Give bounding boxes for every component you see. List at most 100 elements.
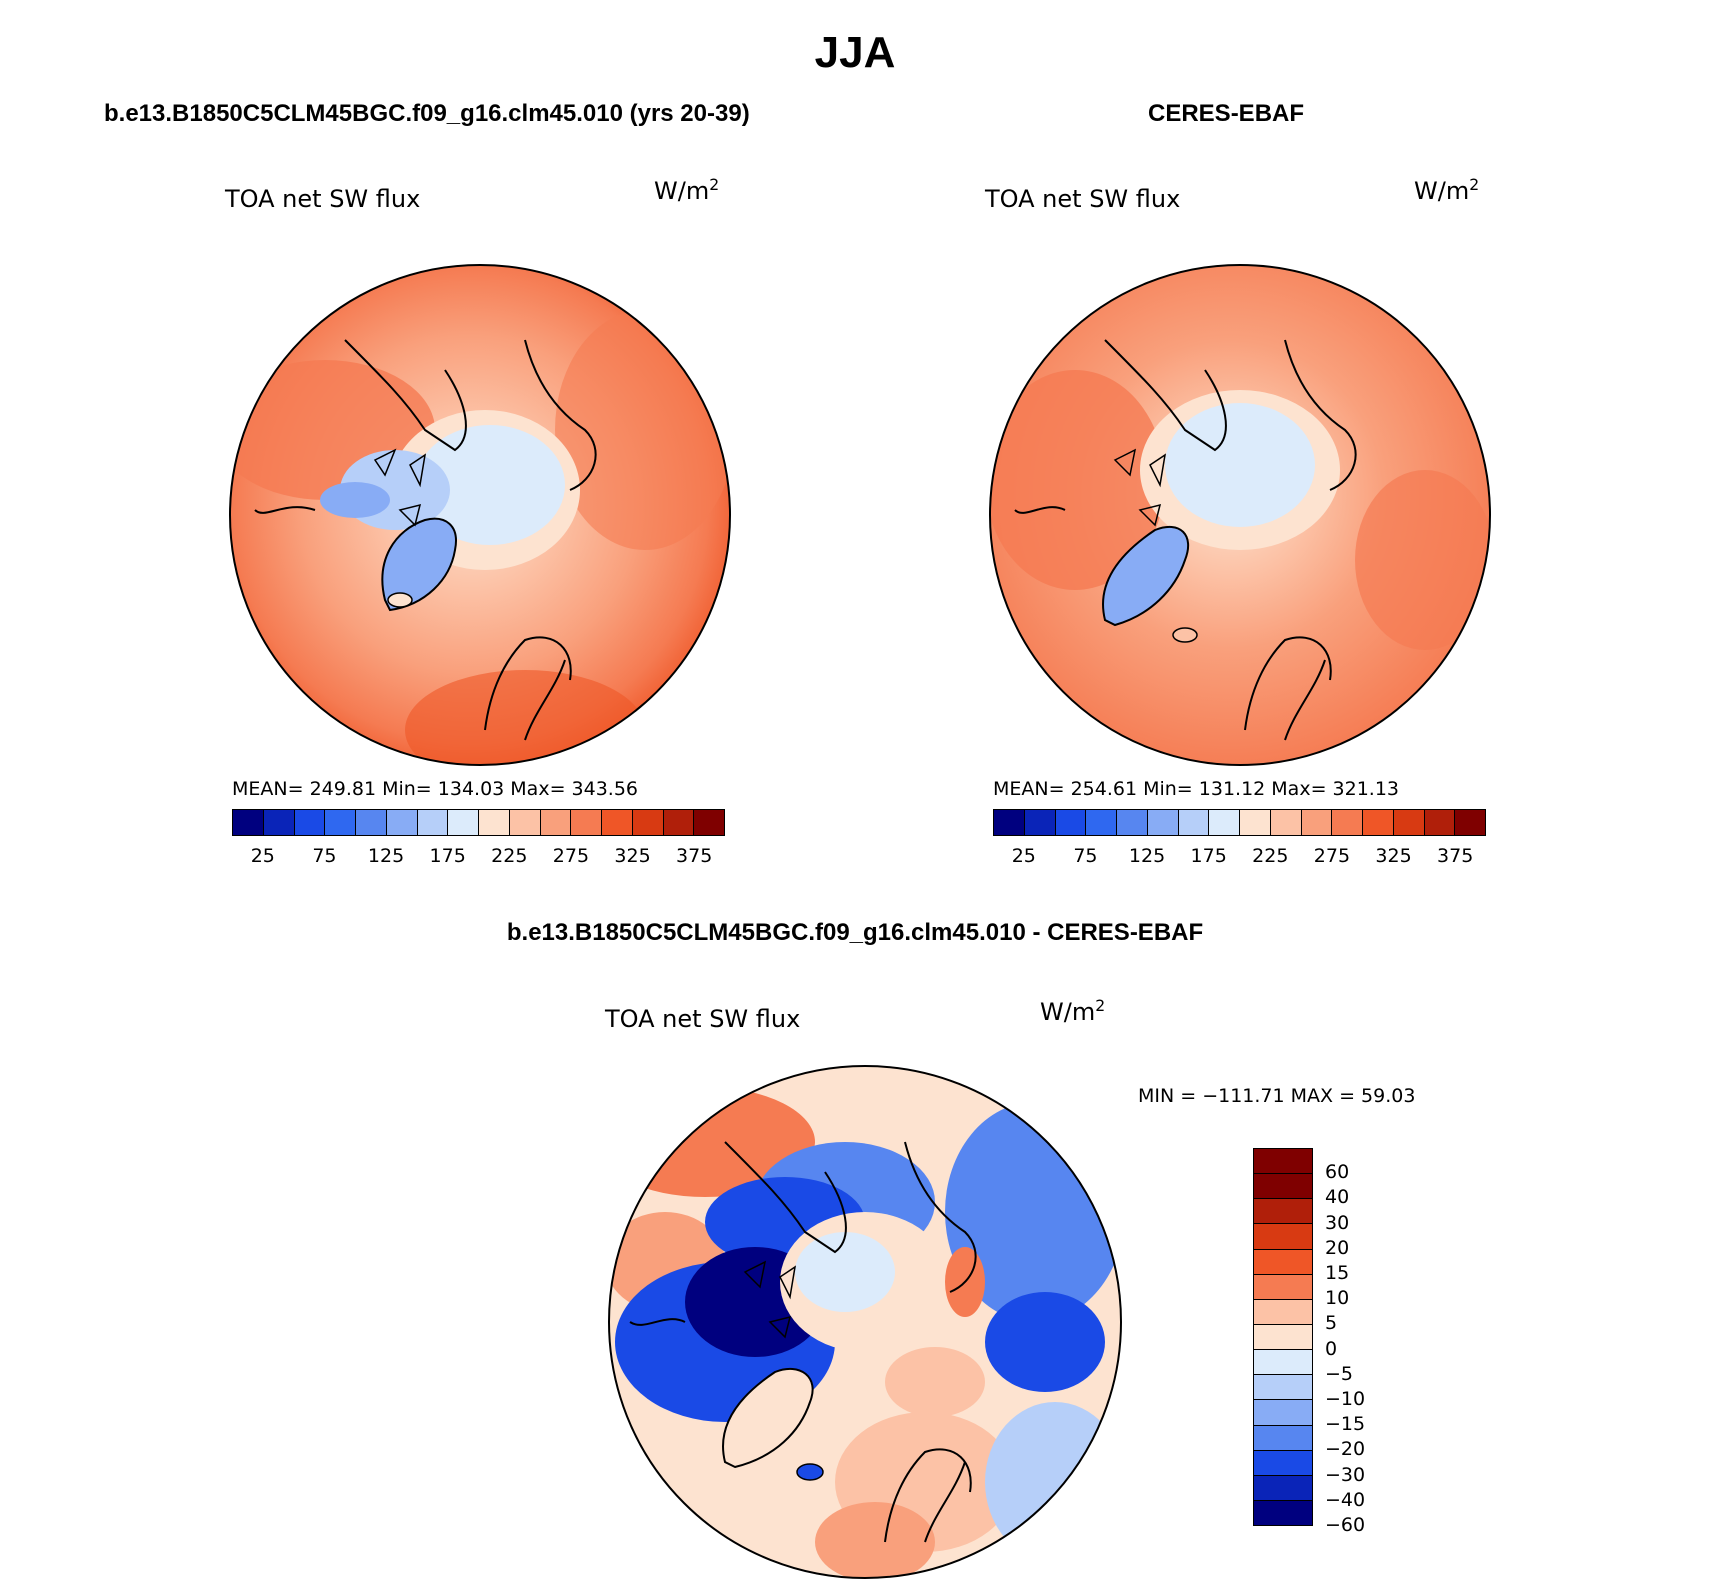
colorbar-tick-label: −5 xyxy=(1325,1362,1354,1385)
obs-units-label: W/m2 xyxy=(1414,176,1480,205)
colorbar-tick-label: 125 xyxy=(1128,845,1166,867)
obs-panel-title: CERES-EBAF xyxy=(1148,100,1305,127)
colorbar-swatch xyxy=(694,810,724,835)
model-units-label: W/m2 xyxy=(654,176,720,205)
model-variable-label: TOA net SW flux xyxy=(225,185,421,213)
colorbar-tick-label: 325 xyxy=(1375,845,1412,867)
colorbar-swatch xyxy=(448,810,479,835)
colorbar-swatch xyxy=(1455,810,1485,835)
colorbar-tick-label: 275 xyxy=(1313,845,1351,867)
model-colorbar xyxy=(232,809,725,836)
colorbar-tick-label: 325 xyxy=(614,845,651,867)
obs-colorbar xyxy=(993,809,1486,836)
colorbar-swatch xyxy=(1332,810,1363,835)
diff-panel-title: b.e13.B1850C5CLM45BGC.f09_g16.clm45.010 … xyxy=(506,919,1204,946)
model-polar-map xyxy=(229,264,731,766)
colorbar-swatch xyxy=(1254,1174,1312,1200)
colorbar-swatch xyxy=(1254,1475,1312,1501)
colorbar-swatch xyxy=(325,810,356,835)
colorbar-swatch xyxy=(1254,1299,1312,1325)
colorbar-tick-label: −60 xyxy=(1325,1514,1366,1536)
colorbar-swatch xyxy=(1178,810,1210,835)
colorbar-swatch xyxy=(1254,1324,1312,1351)
model-stats: MEAN= 249.81 Min= 134.03 Max= 343.56 xyxy=(232,778,639,800)
colorbar-tick-label: 5 xyxy=(1325,1312,1338,1335)
colorbar-swatch xyxy=(1240,810,1271,835)
colorbar-tick-label: 275 xyxy=(552,845,590,867)
colorbar-tick-label: 20 xyxy=(1325,1236,1350,1259)
colorbar-swatch xyxy=(1055,810,1087,835)
obs-polar-map xyxy=(989,264,1491,766)
colorbar-swatch xyxy=(1024,810,1056,835)
colorbar-swatch xyxy=(540,810,572,835)
colorbar-swatch xyxy=(1363,810,1394,835)
colorbar-swatch xyxy=(263,810,295,835)
colorbar-swatch xyxy=(1254,1350,1312,1376)
colorbar-swatch xyxy=(1270,810,1302,835)
colorbar-tick-label: 375 xyxy=(1437,845,1474,867)
colorbar-tick-label: −40 xyxy=(1325,1488,1366,1511)
colorbar-swatch xyxy=(1393,810,1425,835)
colorbar-tick-label: 15 xyxy=(1325,1262,1350,1284)
colorbar-swatch xyxy=(1254,1375,1312,1401)
diff-colorbar-ticks: 60 40 30 20 15 10 5 0 −5 −10 −15 −20 −30 −40 −60 xyxy=(1325,1148,1385,1536)
colorbar-swatch xyxy=(509,810,541,835)
diff-polar-map xyxy=(608,1065,1122,1579)
main-title: JJA xyxy=(814,28,896,77)
diff-variable-label: TOA net SW flux xyxy=(605,1005,801,1033)
colorbar-tick-label: −20 xyxy=(1325,1438,1366,1461)
colorbar-swatch xyxy=(1424,810,1456,835)
colorbar-swatch xyxy=(1254,1149,1312,1175)
model-panel-title: b.e13.B1850C5CLM45BGC.f09_g16.clm45.010 … xyxy=(104,100,750,127)
colorbar-swatch xyxy=(356,810,387,835)
colorbar-tick-label: 10 xyxy=(1325,1287,1350,1310)
colorbar-swatch xyxy=(1209,810,1240,835)
colorbar-swatch xyxy=(1254,1450,1312,1476)
colorbar-tick-label: −30 xyxy=(1325,1463,1366,1486)
colorbar-swatch xyxy=(994,810,1025,835)
colorbar-tick-label: 60 xyxy=(1325,1161,1350,1184)
colorbar-swatch xyxy=(479,810,510,835)
diff-stats: MIN = −111.71 MAX = 59.03 xyxy=(1138,1085,1416,1107)
colorbar-tick-label: −10 xyxy=(1325,1388,1366,1410)
colorbar-tick-label: 175 xyxy=(429,845,466,867)
colorbar-tick-label: 225 xyxy=(491,845,528,867)
colorbar-tick-label: 0 xyxy=(1325,1337,1338,1360)
model-colorbar-ticks: 25 75 125 175 225 275 325 375 xyxy=(232,845,725,869)
colorbar-swatch xyxy=(417,810,449,835)
colorbar-swatch xyxy=(1117,810,1148,835)
colorbar-tick-label: 175 xyxy=(1190,845,1227,867)
colorbar-swatch xyxy=(1254,1425,1312,1451)
colorbar-swatch xyxy=(294,810,326,835)
colorbar-tick-label: 375 xyxy=(676,845,713,867)
colorbar-swatch xyxy=(233,810,264,835)
colorbar-tick-label: 25 xyxy=(250,845,275,867)
colorbar-swatch xyxy=(602,810,633,835)
diff-colorbar xyxy=(1253,1148,1313,1526)
colorbar-swatch xyxy=(1254,1224,1312,1250)
colorbar-swatch xyxy=(1254,1400,1312,1426)
colorbar-swatch xyxy=(1301,810,1333,835)
colorbar-swatch xyxy=(632,810,664,835)
colorbar-tick-label: 75 xyxy=(312,845,337,867)
colorbar-tick-label: 40 xyxy=(1325,1186,1350,1209)
colorbar-swatch xyxy=(1147,810,1179,835)
colorbar-tick-label: 225 xyxy=(1252,845,1289,867)
colorbar-swatch xyxy=(386,810,418,835)
diff-units-label: W/m2 xyxy=(1040,997,1106,1026)
colorbar-swatch xyxy=(1254,1274,1312,1300)
colorbar-tick-label: 30 xyxy=(1325,1211,1350,1234)
colorbar-swatch xyxy=(571,810,602,835)
obs-stats: MEAN= 254.61 Min= 131.12 Max= 321.13 xyxy=(993,778,1400,800)
colorbar-tick-label: 75 xyxy=(1073,845,1098,867)
colorbar-tick-label: 125 xyxy=(367,845,405,867)
colorbar-tick-label: 25 xyxy=(1011,845,1036,867)
colorbar-swatch xyxy=(1254,1500,1312,1526)
obs-colorbar-ticks: 25 75 125 175 225 275 325 375 xyxy=(993,845,1486,869)
colorbar-swatch xyxy=(1254,1249,1312,1275)
colorbar-tick-label: −15 xyxy=(1325,1413,1366,1436)
colorbar-swatch xyxy=(1254,1199,1312,1225)
obs-variable-label: TOA net SW flux xyxy=(985,185,1181,213)
colorbar-swatch xyxy=(1086,810,1117,835)
colorbar-swatch xyxy=(663,810,695,835)
